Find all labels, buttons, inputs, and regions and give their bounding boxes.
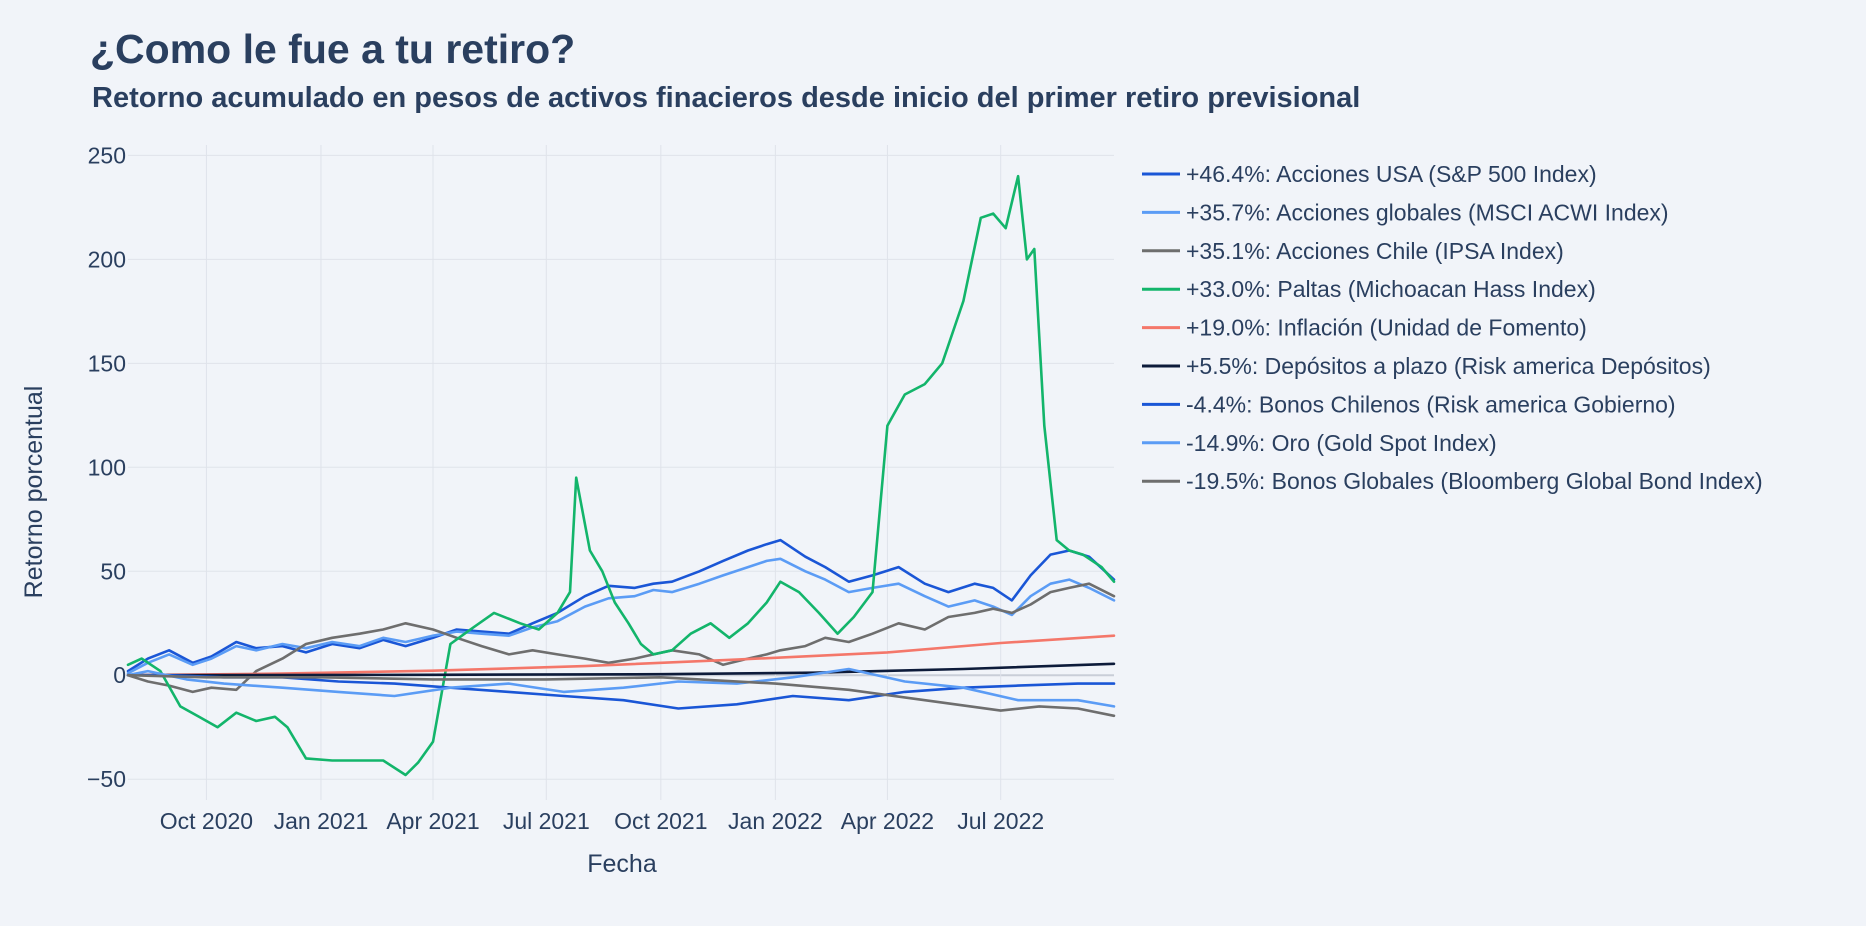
series-line-5 bbox=[126, 634, 1116, 677]
legend-item[interactable]: -14.9%: Oro (Gold Spot Index) bbox=[1142, 430, 1497, 456]
legend-label: -14.9%: Oro (Gold Spot Index) bbox=[1186, 430, 1497, 456]
chart-title: ¿Como le fue a tu retiro? bbox=[90, 26, 576, 72]
series-lines bbox=[126, 174, 1116, 777]
legend-item[interactable]: +33.0%: Paltas (Michoacan Hass Index) bbox=[1142, 276, 1596, 302]
x-tick-label: Jan 2022 bbox=[728, 808, 823, 834]
series-line-9 bbox=[126, 673, 1116, 718]
axes: −50 0 50 100 150 200 250 Oct 2020 Jan 2021 Apr 20… bbox=[87, 142, 1044, 834]
y-axis-title: Retorno porcentual bbox=[20, 386, 48, 599]
legend-item[interactable]: -4.4%: Bonos Chilenos (Risk america Gobi… bbox=[1142, 391, 1676, 417]
legend-item[interactable]: +35.7%: Acciones globales (MSCI ACWI Ind… bbox=[1142, 199, 1669, 225]
legend-label: +33.0%: Paltas (Michoacan Hass Index) bbox=[1186, 276, 1596, 302]
legend-item[interactable]: +46.4%: Acciones USA (S&P 500 Index) bbox=[1142, 161, 1597, 187]
x-tick-label: Oct 2021 bbox=[614, 808, 707, 834]
series-line-1 bbox=[126, 538, 1116, 673]
legend-item[interactable]: +19.0%: Inflación (Unidad de Fomento) bbox=[1142, 315, 1587, 341]
legend-item[interactable]: -19.5%: Bonos Globales (Bloomberg Global… bbox=[1142, 468, 1763, 494]
series-line-8 bbox=[126, 667, 1116, 708]
series-line-3 bbox=[126, 582, 1116, 694]
legend: +46.4%: Acciones USA (S&P 500 Index) +35.… bbox=[1142, 161, 1763, 494]
legend-label: -19.5%: Bonos Globales (Bloomberg Global… bbox=[1186, 468, 1763, 494]
y-tick-label: 200 bbox=[88, 246, 126, 272]
x-tick-label: Jan 2021 bbox=[274, 808, 369, 834]
legend-item[interactable]: +35.1%: Acciones Chile (IPSA Index) bbox=[1142, 238, 1564, 264]
y-tick-label: −50 bbox=[87, 766, 126, 792]
legend-label: +46.4%: Acciones USA (S&P 500 Index) bbox=[1186, 161, 1597, 187]
series-line-4 bbox=[126, 174, 1116, 777]
legend-label: +19.0%: Inflación (Unidad de Fomento) bbox=[1186, 315, 1587, 341]
x-tick-label: Oct 2020 bbox=[160, 808, 253, 834]
y-tick-label: 0 bbox=[113, 662, 126, 688]
y-tick-label: 250 bbox=[88, 142, 126, 168]
x-tick-label: Jul 2021 bbox=[503, 808, 590, 834]
series-line-7 bbox=[126, 673, 1116, 710]
y-tick-label: 100 bbox=[88, 454, 126, 480]
x-tick-label: Apr 2021 bbox=[386, 808, 479, 834]
legend-label: -4.4%: Bonos Chilenos (Risk america Gobi… bbox=[1186, 391, 1676, 417]
x-tick-label: Jul 2022 bbox=[957, 808, 1044, 834]
chart-subtitle: Retorno acumulado en pesos de activos fi… bbox=[92, 82, 1361, 114]
series-line-6 bbox=[126, 662, 1116, 677]
legend-label: +5.5%: Depósitos a plazo (Risk america D… bbox=[1186, 353, 1711, 379]
x-tick-label: Apr 2022 bbox=[841, 808, 934, 834]
legend-label: +35.7%: Acciones globales (MSCI ACWI Ind… bbox=[1186, 199, 1669, 225]
series-line-2 bbox=[126, 557, 1116, 675]
grid-lines bbox=[128, 145, 1114, 800]
legend-label: +35.1%: Acciones Chile (IPSA Index) bbox=[1186, 238, 1564, 264]
y-tick-label: 150 bbox=[88, 350, 126, 376]
y-tick-label: 50 bbox=[100, 558, 126, 584]
x-axis-title: Fecha bbox=[587, 850, 657, 878]
legend-item[interactable]: +5.5%: Depósitos a plazo (Risk america D… bbox=[1142, 353, 1711, 379]
